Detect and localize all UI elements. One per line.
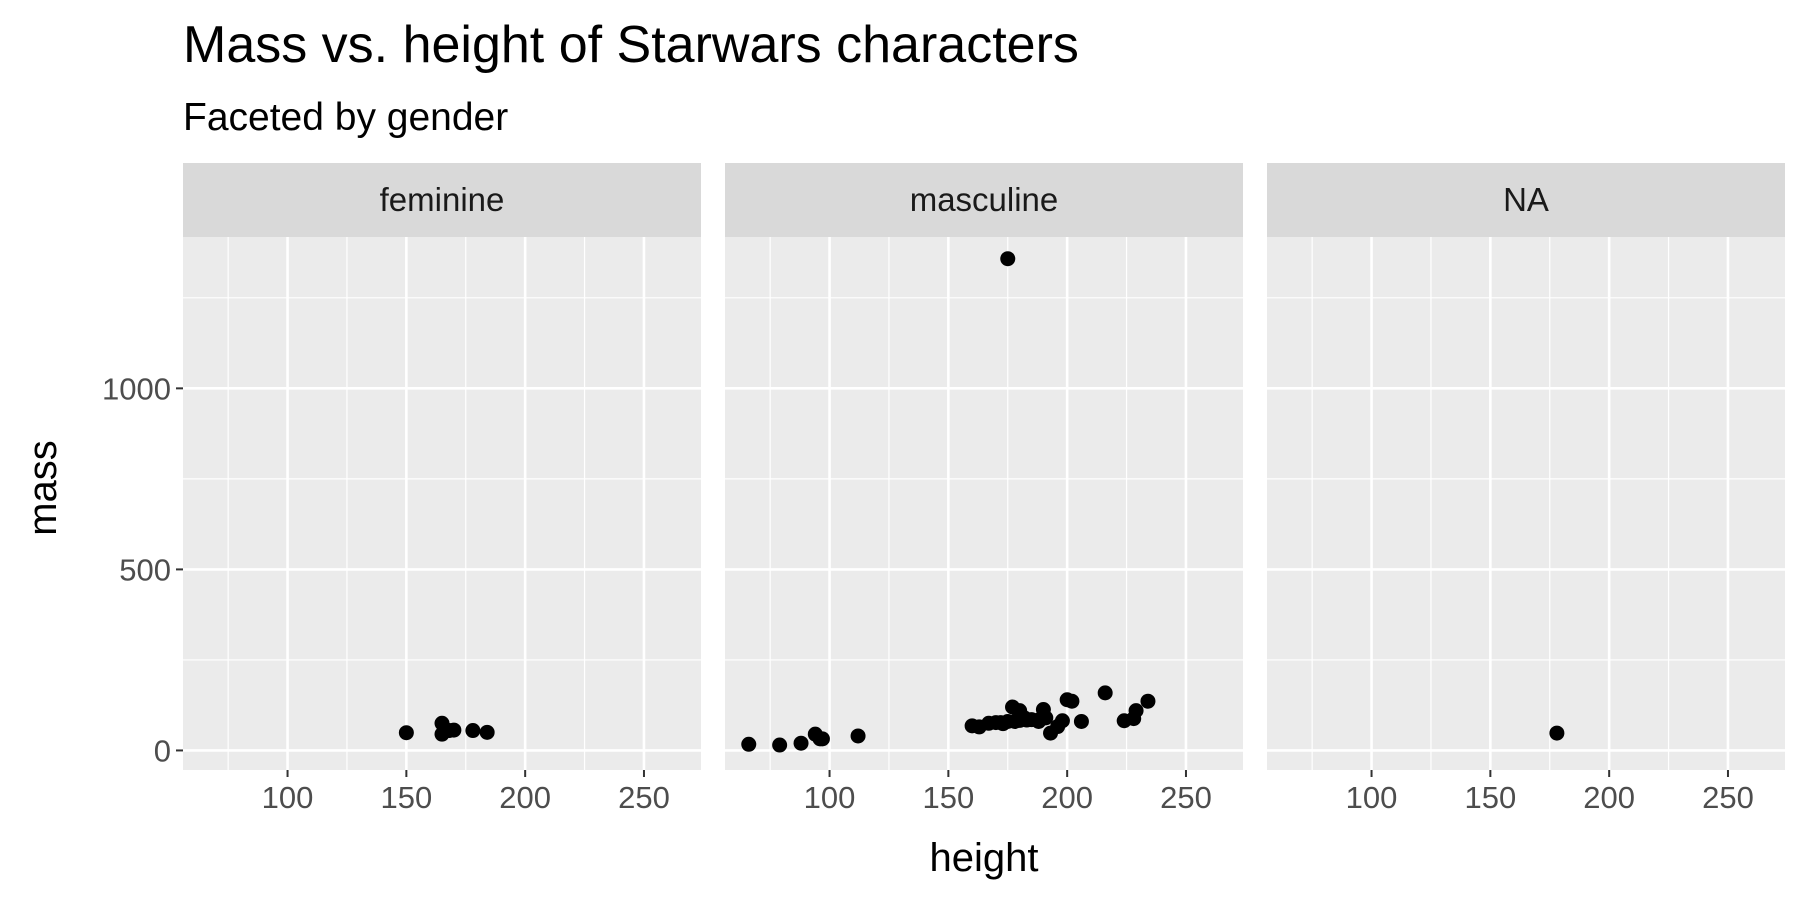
- x-axis-title: height: [930, 836, 1039, 880]
- x-tick-label: 200: [1041, 780, 1093, 815]
- facet-strip: [183, 163, 701, 237]
- y-axis: 0 500 1000: [102, 371, 183, 768]
- y-tick-label: 0: [154, 733, 171, 768]
- x-tick-label: 150: [380, 780, 432, 815]
- facet-strip: [725, 163, 1243, 237]
- x-tick-label: 100: [1346, 780, 1398, 815]
- data-point: [398, 725, 414, 741]
- data-point: [1128, 703, 1144, 719]
- data-point: [1073, 713, 1089, 729]
- x-tick-label: 250: [1702, 780, 1754, 815]
- x-tick-label: 150: [922, 780, 974, 815]
- plot-panel: [1267, 237, 1785, 770]
- x-axis: 100 150 200 250 100 150 200 250 100 150 200 250: [262, 770, 1754, 815]
- facet-strip-label: NA: [1503, 181, 1549, 218]
- x-tick-label: 200: [499, 780, 551, 815]
- data-point: [1549, 725, 1565, 741]
- x-tick-label: 100: [262, 780, 314, 815]
- facet-na: NA: [1267, 163, 1785, 770]
- data-point: [1097, 685, 1113, 701]
- data-point: [741, 736, 757, 752]
- x-tick-label: 250: [1160, 780, 1212, 815]
- facet-feminine: feminine: [183, 163, 701, 770]
- y-tick-label: 1000: [102, 371, 171, 406]
- data-point: [446, 722, 462, 738]
- x-tick-label: 200: [1583, 780, 1635, 815]
- y-tick-label: 500: [119, 552, 171, 587]
- facet-masculine: masculine: [725, 163, 1243, 770]
- data-point: [1054, 713, 1070, 729]
- data-point: [850, 728, 866, 744]
- points: [398, 715, 495, 742]
- data-point: [465, 723, 481, 739]
- x-tick-label: 250: [618, 780, 670, 815]
- data-point: [793, 735, 809, 751]
- x-tick-label: 150: [1464, 780, 1516, 815]
- plot-panel: [725, 237, 1243, 770]
- data-point: [479, 724, 495, 740]
- chart-subtitle: Faceted by gender: [183, 96, 508, 139]
- facet-strip-label: masculine: [910, 181, 1059, 218]
- data-point: [1038, 710, 1054, 726]
- data-point: [1064, 693, 1080, 709]
- data-point: [1140, 693, 1156, 709]
- y-axis-title: mass: [21, 440, 65, 536]
- points: [741, 251, 1156, 753]
- points: [1549, 725, 1565, 741]
- data-point: [814, 731, 830, 747]
- plot-panel: [183, 237, 701, 770]
- data-point: [772, 737, 788, 753]
- facet-strip: [1267, 163, 1785, 237]
- facet-panels: feminine masculine NA: [183, 163, 1785, 770]
- x-tick-label: 100: [804, 780, 856, 815]
- data-point: [1000, 251, 1016, 267]
- chart-title: Mass vs. height of Starwars characters: [183, 16, 1079, 74]
- facet-strip-label: feminine: [380, 181, 505, 218]
